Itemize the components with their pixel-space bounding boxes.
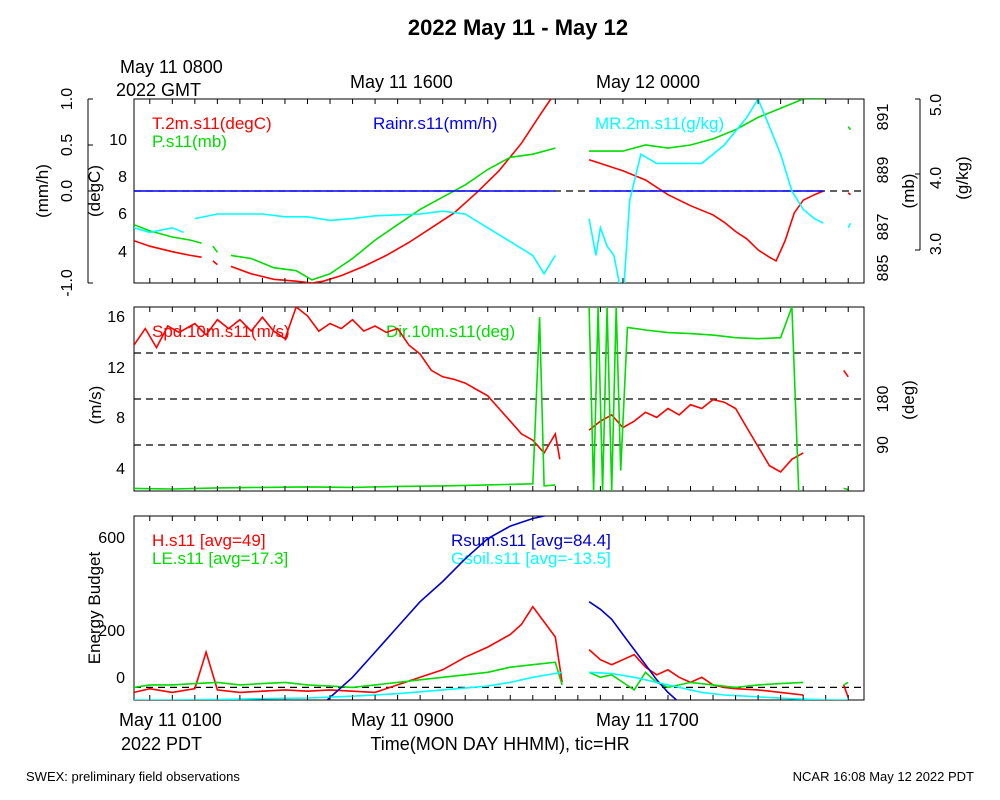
panel-bottom-frame [133,515,865,701]
middle-left-tick: 4 [116,461,125,478]
series-line-rsum-s11-avg-84-4--seg1 [588,601,678,700]
top-right-outer-axis-label: (g/kg) [953,156,972,199]
legend-latent-heat: LE.s11 [avg=17.3] [152,549,288,568]
top-left-inner-tick: 8 [118,169,127,186]
series-line-dir-10m-s11-deg--seg2 [843,487,849,491]
middle-left-tick: 16 [107,309,125,326]
top-left-outer-tick: 0.5 [59,134,76,156]
top-left-inner-axis: 4 6 8 10 (degC) [85,132,127,261]
series-line-p-s11-mb--seg0 [134,223,202,244]
series-line-t-2m-s11-degc--seg4 [847,192,852,196]
series-line-t-2m-s11-degc--seg3 [588,158,824,263]
middle-left-tick: 8 [116,410,125,427]
series-line-mr-2m-s11-g-kg--seg3 [847,222,852,229]
series-line-t-2m-s11-degc--seg2 [230,99,552,283]
series-line-spd-10m-s11-m-s--seg1 [588,398,804,474]
top-time-label-1: 2022 GMT [116,80,201,100]
top-left-outer-tick: 1.0 [59,88,76,110]
top-right-inner-axis: 885 887 889 891 (mb) [875,104,918,282]
series-line-p-s11-mb--seg1 [212,245,219,253]
series-line-le-s11-avg-17-3--seg0 [134,661,563,689]
legend-soil-heat: Gsoil.s11 [avg=-13.5] [451,549,611,568]
top-left-outer-tick: -1.0 [59,269,76,297]
top-right-inner-tick: 891 [875,104,892,131]
middle-right-axis-label: (deg) [899,380,918,420]
series-line-p-s11-mb--seg2 [230,147,556,281]
series-line-mr-2m-s11-g-kg--seg2 [588,99,824,283]
series-line-p-s11-mb--seg4 [847,126,852,131]
series-line-mr-2m-s11-g-kg--seg1 [194,210,556,276]
series-line-p-s11-mb--seg3 [589,99,824,152]
middle-left-axis: 4 8 12 16 (m/s) [86,309,125,478]
bottom-time-label-1: 2022 PDT [121,734,202,754]
top-time-label-2: May 11 1600 [350,72,453,92]
series-line-rsum-s11-avg-84-4--seg0 [326,516,548,700]
series-line-h-s11-avg-49--seg2 [842,684,849,698]
series-line-h-s11-avg-49--seg1 [588,649,804,696]
series-layer [134,99,864,700]
top-right-inner-tick: 887 [875,214,892,241]
top-right-inner-axis-label: (mb) [899,174,918,209]
series-line-le-s11-avg-17-3--seg2 [843,681,849,686]
x-axis-label: Time(MON DAY HHMM), tic=HR [370,734,629,754]
top-time-label-0: May 11 0800 [120,57,223,77]
bottom-left-tick: 0 [116,670,125,687]
middle-right-axis: 90 180 (deg) [875,380,918,454]
series-line-le-s11-avg-17-3--seg1 [588,671,804,692]
top-left-inner-tick: 4 [118,244,127,261]
top-right-outer-tick: 5.0 [928,94,945,116]
top-left-inner-axis-label: (degC) [85,165,104,217]
top-time-label-3: May 12 0000 [596,72,700,92]
series-line-t-2m-s11-degc--seg0 [134,239,202,258]
middle-right-tick: 180 [875,386,892,413]
figure-title: 2022 May 11 - May 12 [408,15,628,40]
legend-pressure: P.s11(mb) [152,132,227,151]
series-line-spd-10m-s11-m-s--seg0 [134,307,561,460]
series-line-t-2m-s11-degc--seg1 [212,260,218,266]
bottom-time-label-0: May 11 0100 [119,710,222,730]
middle-right-tick: 90 [875,436,892,454]
footer-left: SWEX: preliminary field observations [26,769,240,784]
legend-wind-direction: Dir.10m.s11(deg) [386,322,515,341]
series-line-mr-2m-s11-g-kg--seg0 [134,226,184,234]
legend-mixing-ratio: MR.2m.s11(g/kg) [595,114,724,133]
top-right-inner-tick: 889 [875,157,892,184]
series-line-h-s11-avg-49--seg0 [134,605,563,694]
top-left-inner-tick: 10 [109,132,127,149]
top-right-outer-tick: 3.0 [928,233,945,255]
bottom-left-tick: 600 [98,530,125,547]
bottom-left-axis: 0 200 600 Energy Budget [85,530,125,687]
legend-net-radiation: Rsum.s11 [avg=84.4] [451,531,611,550]
top-right-inner-tick: 885 [875,255,892,282]
top-right-outer-axis: 3.0 4.0 5.0 (g/kg) [915,94,972,255]
series-line-gsoil-s11-avg-13-5--seg1 [589,671,849,700]
middle-left-axis-label: (m/s) [86,386,105,425]
bottom-left-axis-label: Energy Budget [85,551,104,664]
legend-rain-rate: Rainr.s11(mm/h) [373,114,497,133]
series-line-dir-10m-s11-deg--seg0 [134,317,556,490]
bottom-time-label-3: May 11 1700 [596,710,699,730]
top-left-outer-axis: 1.0 0.5 0.0 -1.0 (mm/h) [33,88,93,297]
legend-sensible-heat: H.s11 [avg=49] [152,531,266,550]
bottom-time-label-2: May 11 0900 [351,710,454,730]
top-right-outer-tick: 4.0 [928,167,945,189]
top-left-outer-tick: 0.0 [59,180,76,202]
legend-temperature: T.2m.s11(degC) [152,114,272,133]
middle-left-tick: 12 [107,360,125,377]
bottom-left-tick: 200 [98,623,125,640]
top-left-outer-axis-label: (mm/h) [33,164,52,218]
series-line-spd-10m-s11-m-s--seg2 [843,369,849,378]
series-line-dir-10m-s11-deg--seg1 [588,307,800,491]
footer-right: NCAR 16:08 May 12 2022 PDT [793,769,974,784]
top-left-inner-tick: 6 [118,206,127,223]
